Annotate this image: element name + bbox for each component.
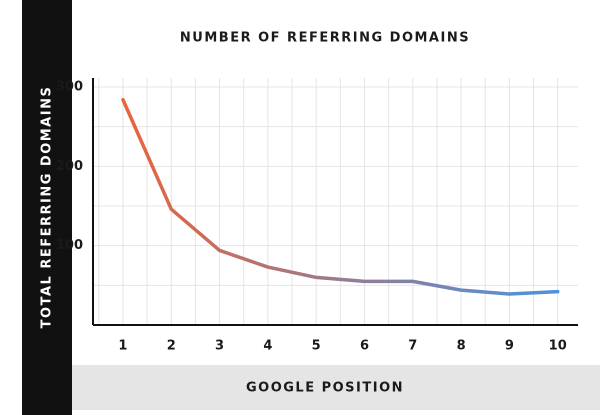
x-label-band xyxy=(72,365,600,410)
x-tick-label: 8 xyxy=(457,339,466,354)
x-tick-label: 3 xyxy=(215,339,224,354)
x-tick-label: 9 xyxy=(505,339,514,354)
chart-title: NUMBER OF REFERRING DOMAINS xyxy=(180,31,470,46)
x-tick-label: 5 xyxy=(312,339,321,354)
x-tick-label: 6 xyxy=(360,339,369,354)
y-tick-label: 100 xyxy=(56,238,83,253)
y-tick-label: 300 xyxy=(56,80,83,95)
x-tick-label: 7 xyxy=(408,339,417,354)
x-tick-label: 10 xyxy=(549,339,567,354)
data-line xyxy=(121,97,560,296)
y-label-band xyxy=(22,0,72,415)
x-tick-label: 4 xyxy=(263,339,272,354)
x-axis-label: GOOGLE POSITION xyxy=(246,381,404,396)
y-tick-label: 200 xyxy=(56,159,83,174)
x-tick-label: 2 xyxy=(167,339,176,354)
y-axis-label: TOTAL REFERRING DOMAINS xyxy=(40,86,55,329)
x-tick-label: 1 xyxy=(118,339,127,354)
